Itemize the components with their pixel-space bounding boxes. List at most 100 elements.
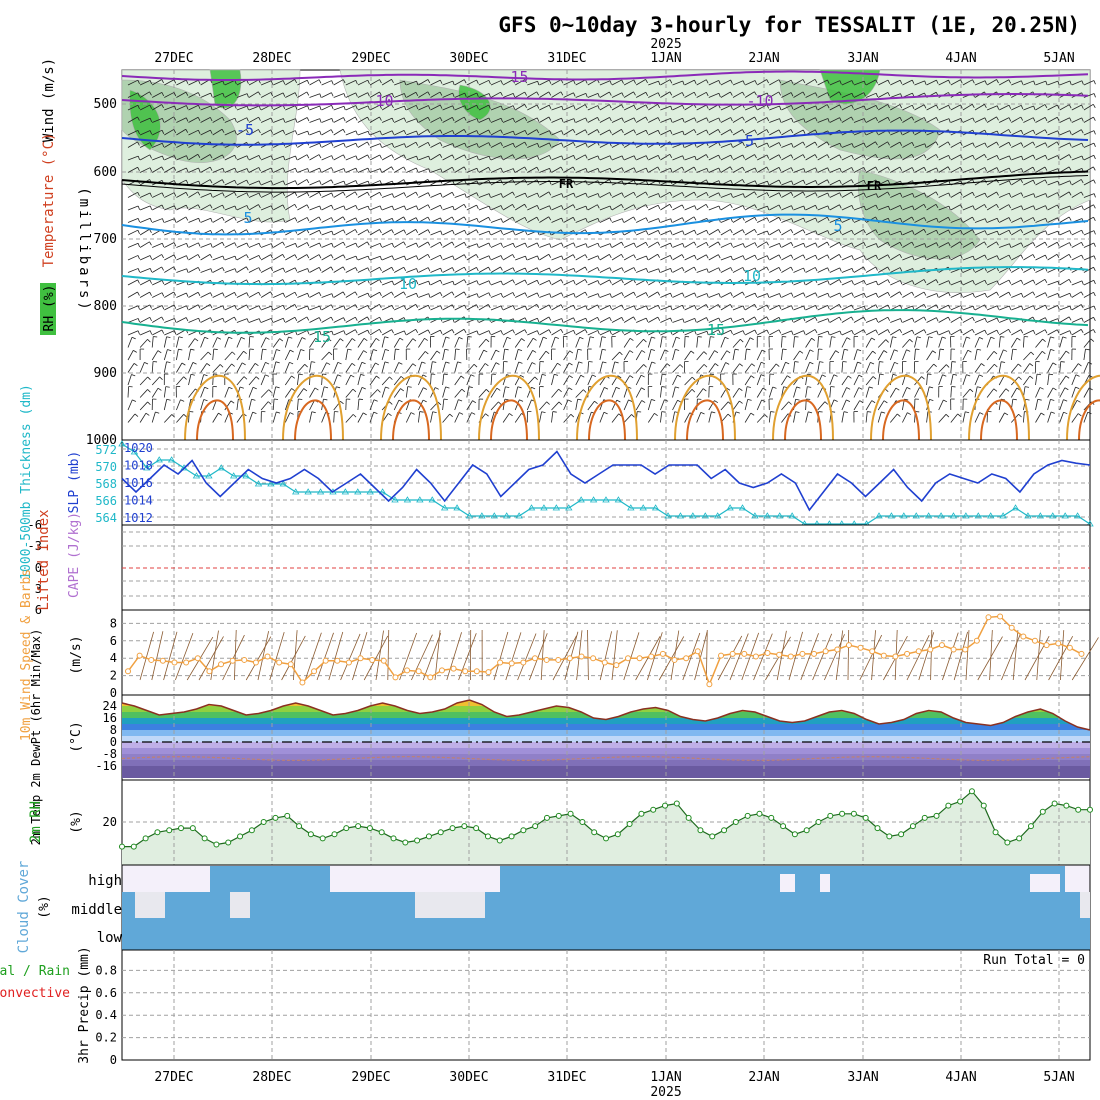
wind-barb-flag [827,118,830,123]
wind-barb [672,254,683,261]
rh2m-point [296,823,303,830]
wind-barb-flag [416,255,419,260]
wind-barb [224,304,235,311]
wind-barb [333,168,345,173]
wind-barb-flag [222,255,225,260]
wind-barb [357,374,361,386]
wind-barb [139,79,151,86]
wind-barb [781,105,792,111]
wind-barb [708,129,719,136]
wind-barb-flag [282,241,285,246]
wind-barb-flag [488,280,491,285]
wind-barb [200,351,209,361]
wind-barb [490,349,497,361]
wind-barb-flag [670,168,673,173]
wind-barb-flag [354,116,358,121]
thickness-point [738,504,747,511]
wind-barb [1035,292,1046,298]
temperature-contours [121,70,1100,441]
wind-barb [1071,291,1082,298]
wind-barb-flag [1056,254,1060,258]
wind-barb [236,337,242,348]
wind-barb-flag [209,204,213,209]
wind-barb-flag [198,242,201,247]
wind-barb-flag [875,105,879,110]
wind-barb-flag [252,411,257,414]
wind-barb [696,268,708,273]
wind-barb [853,242,864,248]
wind-barb-flag [633,254,636,259]
wind-barb [236,192,248,198]
wind-barb-flag [742,166,745,171]
wind-barb-flag [463,266,467,271]
tick-label: 0 [110,735,117,749]
wind-barb [369,154,380,161]
wind-barb [902,230,913,236]
wind10m-point [671,656,678,663]
wind-barb-flag [174,318,177,323]
wind-barb [151,79,162,86]
wind-barb-flag [718,205,721,210]
wind-barb-flag [246,93,249,98]
wind-barb-flag [875,304,878,309]
wind-barb [1083,291,1094,298]
wind-barb [393,279,404,286]
wind-barb-flag [675,348,680,351]
wind-barb [212,154,223,161]
wind-barb [418,168,429,173]
wind-barb-flag [693,166,697,171]
wind-barb [321,362,327,373]
wind-barb-flag [615,386,620,390]
wind-barb [309,254,320,261]
wind-barb [744,191,755,198]
wind-barb-flag [742,267,745,272]
wind-barb-flag [621,192,624,197]
wind-barb [164,79,175,86]
wind-barb-flag [754,154,757,159]
wind-barb [345,338,353,348]
wind-barb-flag [512,168,516,173]
wind-barb-flag [887,191,890,196]
wind-barb-flag [258,318,261,323]
wind-barb [1023,179,1034,186]
wind-barb [502,154,513,161]
wind-barb-flag [984,254,987,259]
wind-barb [224,154,235,161]
wind-barb-flag [730,292,733,297]
wind-barb-flag [1069,205,1072,210]
wind-barb [200,117,211,123]
wind-barb [321,254,332,261]
wind-barb-flag [677,399,682,403]
wind-barb [962,168,974,173]
wind-barb [575,266,586,273]
wind-barb-flag [234,205,237,210]
wind-barb [418,116,429,123]
wind-barb-flag [476,243,479,248]
wind-barb-flag [1017,363,1022,367]
wind-barb [466,280,478,286]
wind-barb-flag [573,80,576,85]
wind-barb [502,93,514,98]
wind-barb [696,304,707,311]
wind-barb [563,142,574,148]
wind-barb [635,116,646,123]
wind-barb [660,267,671,273]
wind-barb-flag [766,241,769,246]
ylabel-mb: (millibars) [76,187,92,313]
wind-barb [1011,116,1022,123]
wind-barb-flag [561,242,564,247]
wind-barb [756,414,766,423]
wind10m-point [845,642,852,649]
wind-barb-flag [679,364,684,368]
wind-barb-flag [633,79,636,84]
wind-barb [357,292,369,298]
wind-barb [563,166,574,173]
wind-barb-flag [246,117,249,122]
wind-barb [974,386,978,398]
wind-barb-flag [355,267,358,272]
wind-barb-flag [803,330,806,335]
wind-barb [127,205,139,211]
wind-barb [369,79,380,86]
wind-barb [575,305,587,311]
